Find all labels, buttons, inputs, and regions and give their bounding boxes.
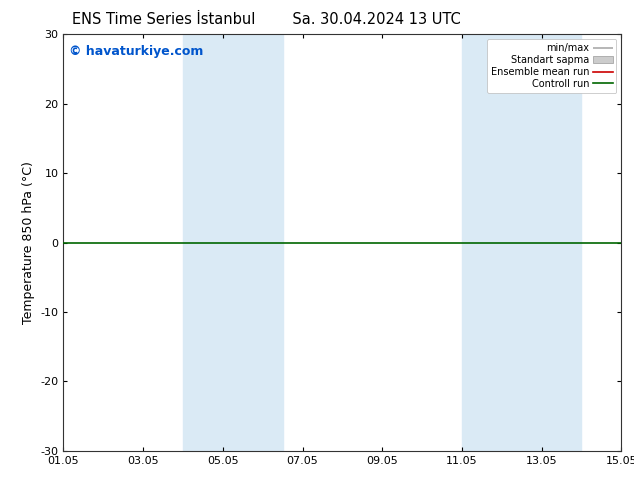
Y-axis label: Temperature 850 hPa (°C): Temperature 850 hPa (°C) bbox=[22, 161, 35, 324]
Legend: min/max, Standart sapma, Ensemble mean run, Controll run: min/max, Standart sapma, Ensemble mean r… bbox=[487, 39, 616, 93]
Bar bbox=[462, 34, 581, 451]
Text: © havaturkiye.com: © havaturkiye.com bbox=[69, 45, 204, 58]
Bar bbox=[183, 34, 283, 451]
Text: ENS Time Series İstanbul        Sa. 30.04.2024 13 UTC: ENS Time Series İstanbul Sa. 30.04.2024 … bbox=[72, 12, 461, 27]
